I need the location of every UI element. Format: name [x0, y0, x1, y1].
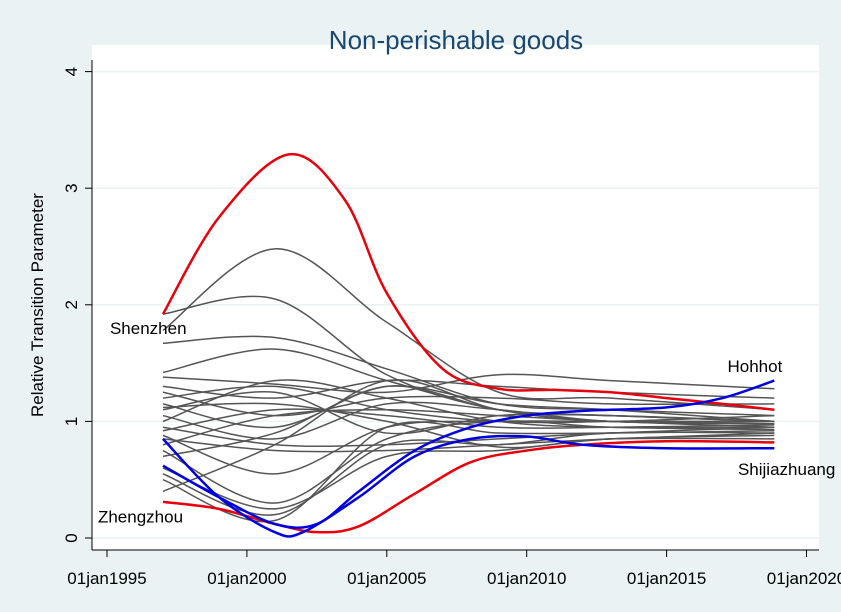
y-tick-label: 3	[62, 183, 81, 192]
x-tick-label: 01jan2020	[767, 569, 841, 588]
x-tick-label: 01jan2010	[487, 569, 566, 588]
y-tick-label: 4	[62, 67, 81, 76]
series-line	[162, 379, 775, 493]
series-line	[162, 408, 775, 432]
annotation-label: Zhengzhou	[98, 508, 183, 527]
highlight-series	[161, 153, 775, 538]
annotation-label: Shijiazhuang	[738, 460, 835, 479]
y-tick-label: 1	[62, 417, 81, 426]
series-line	[162, 420, 775, 475]
series-line	[162, 385, 775, 424]
annotations: Shenzhen Zhengzhou Hohhot Shijiazhuang	[98, 319, 835, 527]
chart-title: Non-perishable goods	[329, 25, 583, 55]
other-series	[162, 248, 775, 523]
y-axis-label: Relative Transition Parameter	[28, 193, 47, 417]
x-tick-label: 01jan2005	[347, 569, 426, 588]
x-tick-label: 01jan1995	[67, 569, 146, 588]
series-line	[162, 385, 775, 458]
series-line	[162, 379, 775, 399]
series-line	[162, 385, 775, 429]
y-tick-label: 0	[62, 533, 81, 542]
series-line	[162, 402, 775, 449]
annotation-label: Hohhot	[727, 357, 782, 376]
series-line	[162, 248, 775, 411]
x-tick-label: 01jan2015	[627, 569, 706, 588]
series-line	[162, 373, 775, 394]
series-line	[162, 335, 775, 417]
series-line	[162, 391, 775, 417]
series-line	[162, 431, 775, 516]
y-axis-ticks: 0 1 2 3 4	[62, 67, 92, 543]
series-line	[162, 420, 775, 504]
series-line-hohhot	[162, 379, 775, 529]
series-line-shenzhen	[161, 153, 775, 411]
annotation-label: Shenzhen	[110, 319, 187, 338]
y-tick-label: 2	[62, 300, 81, 309]
x-tick-label: 01jan2000	[207, 569, 286, 588]
x-axis-ticks: 01jan1995 01jan2000 01jan2005 01jan2010 01ja…	[67, 550, 841, 588]
plot-area	[92, 45, 819, 550]
series-line	[162, 434, 775, 510]
series-line-shijiazhuang	[162, 434, 775, 538]
